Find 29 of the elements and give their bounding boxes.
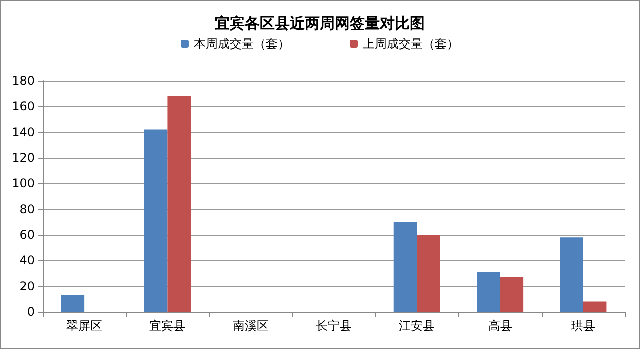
bar (144, 130, 168, 312)
y-tick-label: 180 (12, 74, 35, 88)
bar (477, 272, 500, 312)
bar (394, 222, 418, 312)
x-tick-label: 高县 (488, 319, 512, 333)
x-tick-label: 翠屏区 (66, 319, 103, 333)
y-tick-label: 40 (20, 254, 35, 268)
y-tick-label: 120 (12, 151, 35, 165)
y-tick-label: 20 (20, 279, 35, 294)
bar (417, 235, 440, 312)
bar (168, 96, 191, 312)
y-tick-label: 60 (20, 228, 35, 242)
y-tick-label: 100 (12, 176, 35, 191)
bar (560, 238, 584, 312)
x-tick-label: 珙县 (571, 319, 596, 333)
bar (583, 302, 607, 312)
chart-title: 宜宾各区县近两周网签量对比图 (215, 14, 425, 32)
x-tick-label: 南溪区 (232, 319, 269, 333)
bar (61, 295, 85, 312)
legend-label: 本周成交量（套） (194, 37, 290, 51)
x-tick-label: 宜宾县 (150, 319, 186, 333)
y-tick-label: 160 (12, 100, 35, 114)
bar (500, 277, 524, 312)
x-tick-label: 长宁县 (316, 319, 352, 333)
legend-label: 上周成交量（套） (363, 37, 459, 51)
y-tick-label: 140 (12, 125, 35, 140)
y-tick-label: 80 (20, 202, 35, 216)
y-tick-label: 0 (27, 305, 35, 319)
x-tick-label: 江安县 (399, 319, 436, 333)
